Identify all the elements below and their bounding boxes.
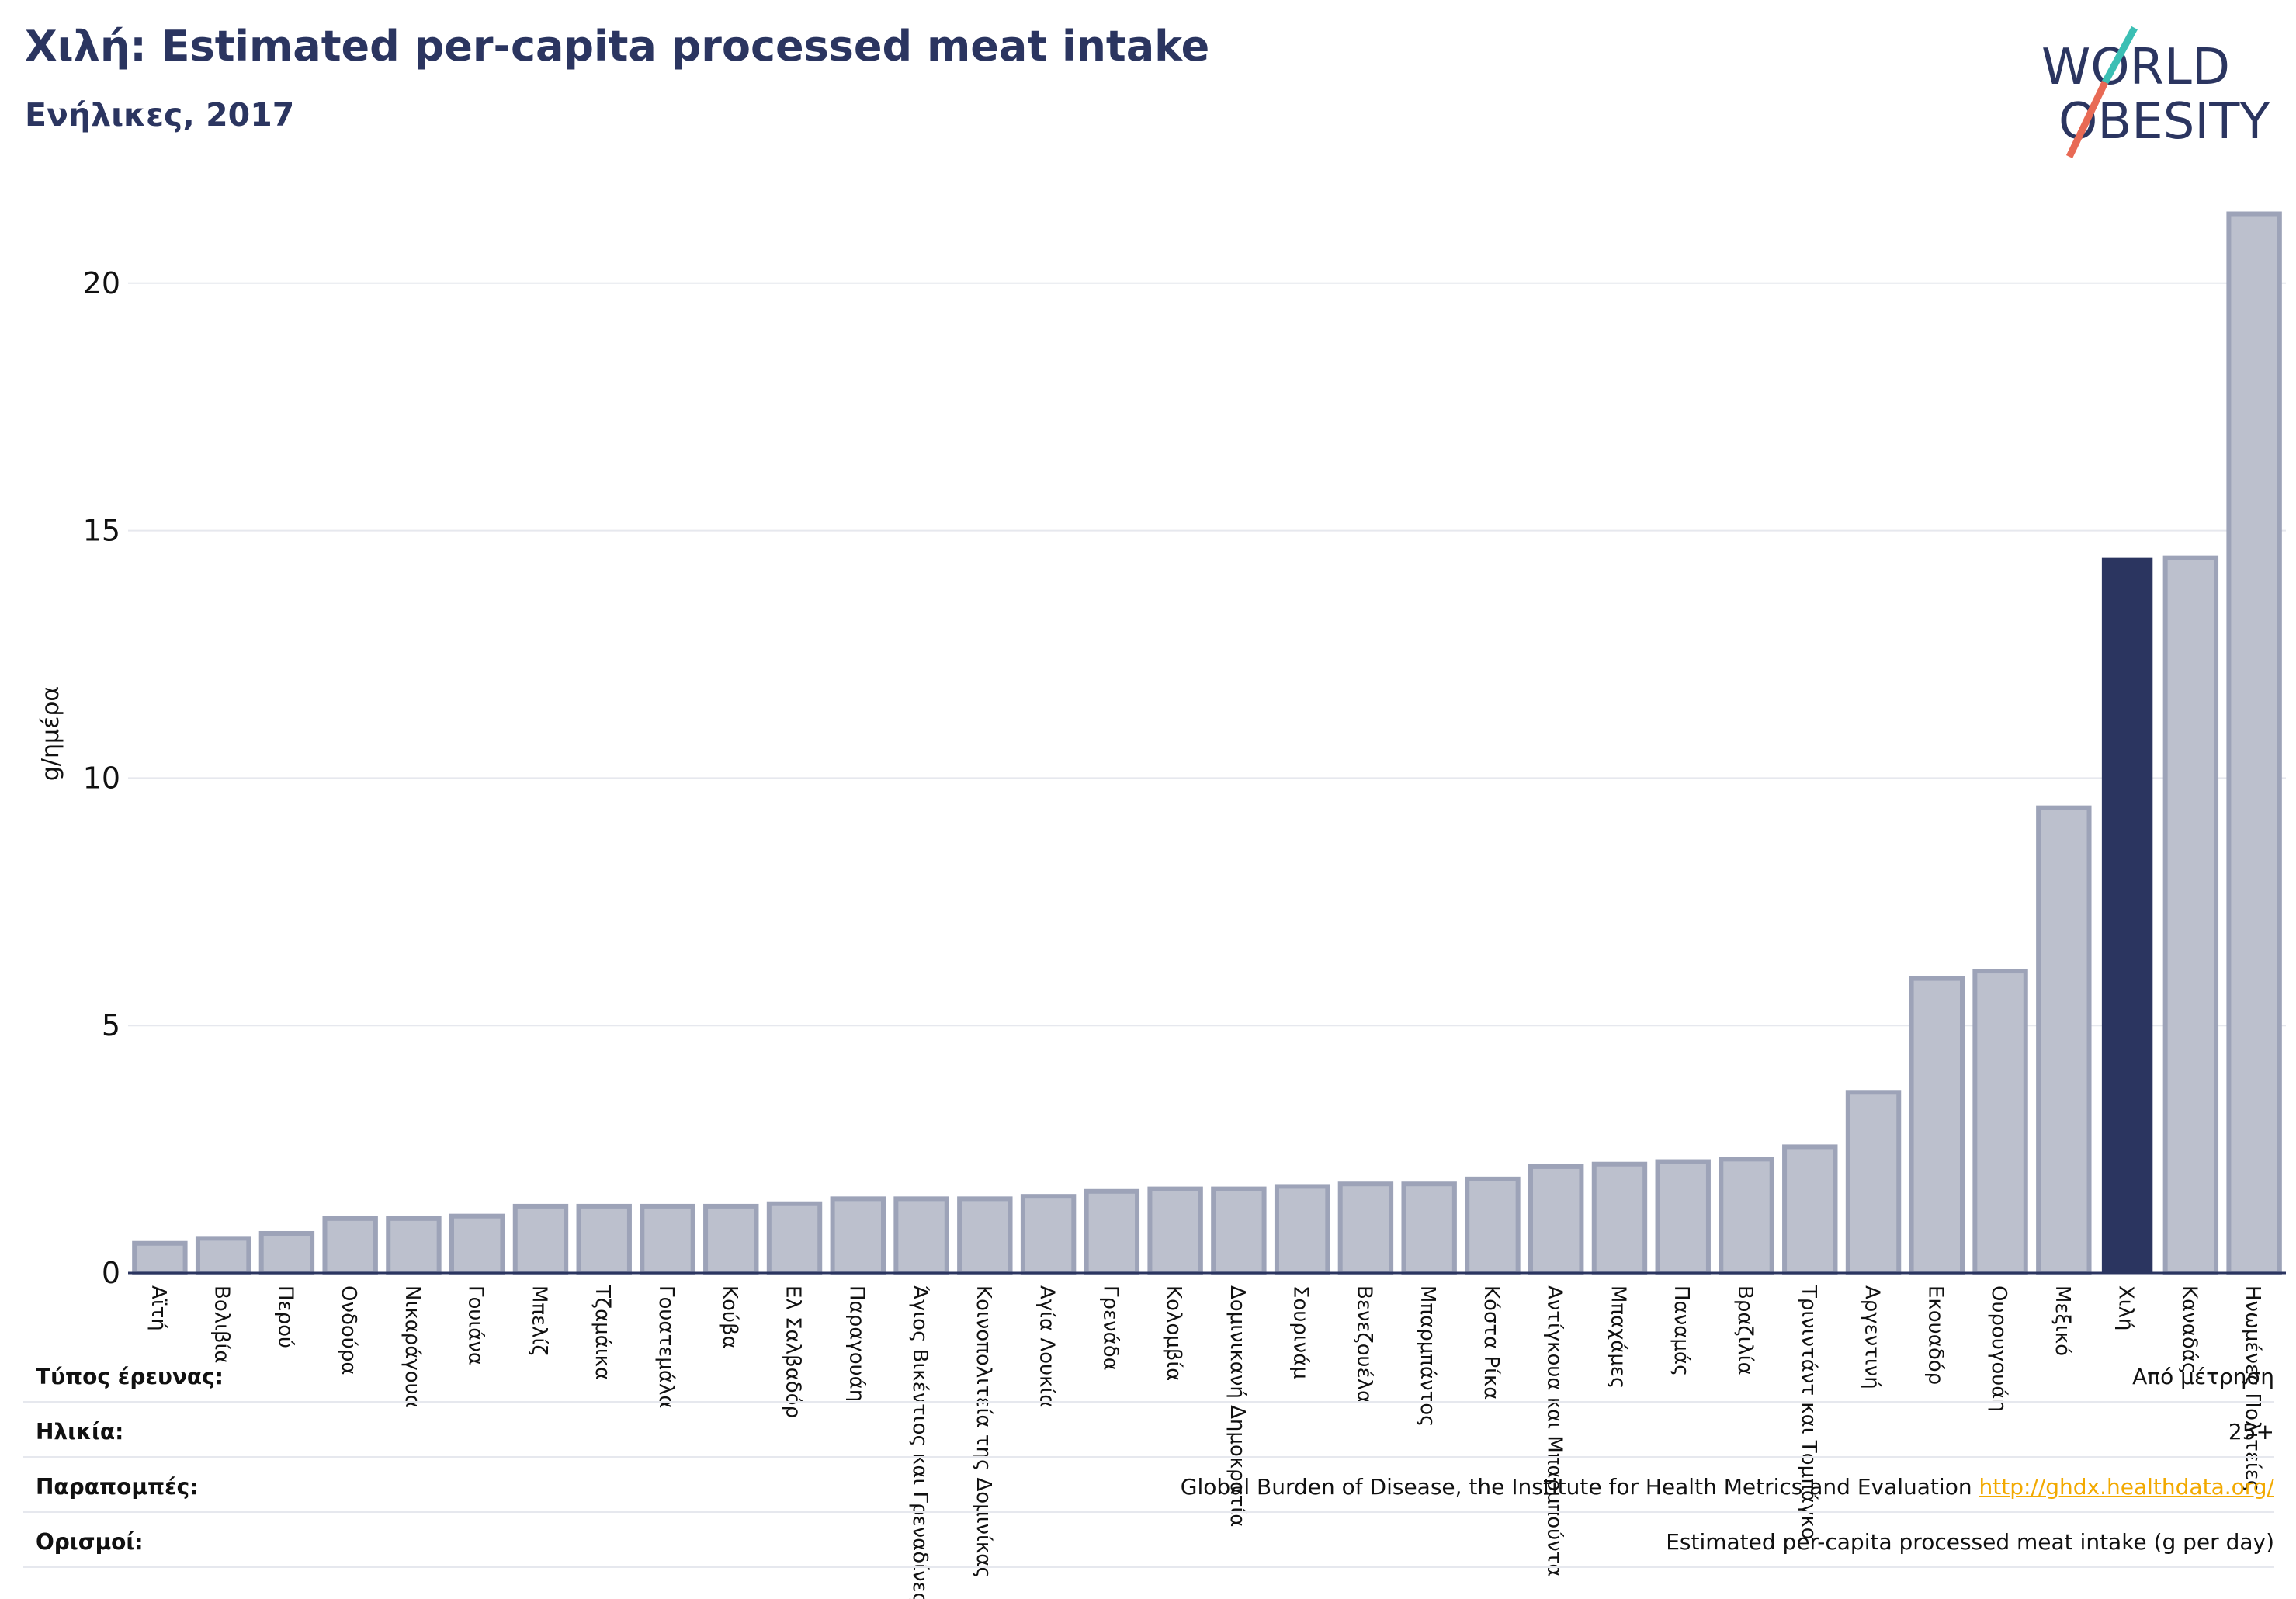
bar	[1084, 1188, 1140, 1275]
x-tick-label: Κούβα	[718, 1285, 741, 1349]
bar	[1147, 1186, 1203, 1275]
x-tick-label: Γουιάνα	[464, 1285, 487, 1365]
bar	[1845, 1090, 1902, 1275]
y-axis-label: g/ημέρα	[37, 686, 64, 781]
x-tick-label: Τζαμάικα	[591, 1285, 614, 1380]
bar	[2162, 555, 2219, 1275]
x-tick-label: Γουατεμάλα	[654, 1285, 678, 1409]
grid-layer	[128, 282, 2286, 1027]
x-label-layer: Αϊτή Βολιβία Περού Ονδούρα Νικαράγουα Γουιάνα…	[147, 1285, 2264, 1599]
bar	[1972, 969, 2028, 1275]
x-tick-label: Αγία Λουκία	[1035, 1285, 1059, 1407]
bar	[386, 1216, 442, 1276]
bar	[957, 1196, 1013, 1275]
metadata-row: Τύπος έρευνας: Από μέτρηση	[23, 1347, 2274, 1403]
bar	[1401, 1181, 1457, 1276]
metadata-key: Παραπομπές:	[36, 1474, 199, 1500]
x-tick-label: Ουρουγουάη	[1987, 1285, 2010, 1412]
bar	[258, 1230, 315, 1276]
bar	[512, 1203, 569, 1275]
y-tick-label: 5	[102, 1008, 120, 1042]
x-tick-label: Κοινοπολιτεία της Δομινίκας	[972, 1285, 995, 1579]
x-tick-label: Νικαράγουα	[401, 1285, 424, 1408]
bar	[1465, 1176, 1521, 1276]
x-tick-label: Αργεντινή	[1861, 1285, 1884, 1389]
bar-highlight	[2101, 557, 2153, 1273]
bar	[1528, 1164, 1584, 1275]
y-tick-layer: 0 5 10 15 20	[83, 266, 120, 1290]
x-tick-label: Καναδάς	[2177, 1285, 2201, 1374]
bar	[1591, 1161, 1648, 1275]
bar	[1211, 1186, 1267, 1275]
bar	[640, 1203, 695, 1275]
x-tick-label: Άγιος Βικέντιος και Γρεναδίνες	[908, 1285, 931, 1599]
x-tick-label: Τρινιντάντ και Τομπάγκο	[1797, 1285, 1820, 1540]
x-tick-label: Παναμάς	[1670, 1285, 1693, 1376]
bar	[1719, 1157, 1774, 1276]
x-tick-label: Κόστα Ρίκα	[1479, 1285, 1503, 1400]
x-tick-label: Μπαχάμες	[1606, 1285, 1629, 1389]
x-tick-label: Βενεζουέλα	[1352, 1285, 1375, 1403]
metadata-row: Ορισμοί: Estimated per-capita processed m…	[23, 1512, 2274, 1568]
bar	[1337, 1181, 1394, 1276]
metadata-value: Global Burden of Disease, the Institute …	[1180, 1474, 2274, 1500]
bar	[766, 1201, 823, 1275]
bar	[703, 1203, 759, 1275]
metadata-value: Από μέτρηση	[2132, 1364, 2274, 1389]
x-tick-label: Γρενάδα	[1098, 1285, 1122, 1371]
bar	[449, 1213, 505, 1276]
logo-slash-coral	[2065, 81, 2109, 158]
metadata-key: Τύπος έρευνας:	[36, 1364, 224, 1389]
bar	[195, 1236, 251, 1275]
metadata-row: Παραπομπές: Global Burden of Disease, the…	[23, 1457, 2274, 1513]
x-tick-label: Περού	[273, 1285, 297, 1348]
bar-layer	[132, 211, 2282, 1276]
y-tick-label: 0	[102, 1256, 120, 1290]
x-tick-label: Δομινικανή Δημοκρατία	[1226, 1285, 1249, 1527]
metadata-value: 25+	[2228, 1419, 2274, 1445]
x-tick-label: Ονδούρα	[337, 1285, 360, 1375]
x-tick-label: Αντίγκουα και Μπαρμπούντα	[1543, 1285, 1566, 1577]
logo-line1: WORLD	[2041, 39, 2230, 96]
x-tick-label: Αϊτή	[147, 1285, 170, 1331]
x-tick-label: Βραζιλία	[1733, 1285, 1757, 1375]
bar	[132, 1240, 188, 1276]
x-tick-label: Βολιβία	[210, 1285, 234, 1363]
x-tick-label: Σουρινάμ	[1289, 1285, 1313, 1379]
y-tick-label: 20	[83, 266, 120, 300]
world-obesity-logo: WORLD OBESITY	[2041, 26, 2270, 158]
x-tick-label: Παραγουάη	[845, 1285, 868, 1402]
bar	[830, 1196, 886, 1275]
bar	[1274, 1184, 1330, 1276]
metadata-key: Ορισμοί:	[36, 1529, 144, 1555]
page-title: Χιλή: Estimated per-capita processed mea…	[25, 22, 1210, 71]
y-tick-label: 15	[83, 514, 120, 548]
x-tick-label: Εκουαδόρ	[1923, 1285, 1947, 1385]
page-subtitle: Ενήλικες, 2017	[25, 96, 295, 134]
bar	[322, 1216, 378, 1276]
bar	[1020, 1194, 1077, 1275]
x-tick-label: Χιλή	[2114, 1285, 2138, 1330]
metadata-key: Ηλικία:	[36, 1419, 124, 1445]
bar	[1909, 976, 1965, 1275]
bar	[1655, 1159, 1711, 1276]
x-tick-label: Μπαρμπάντος	[1416, 1285, 1439, 1427]
metadata-row: Ηλικία: 25+	[23, 1402, 2274, 1458]
logo-slash-teal	[2102, 26, 2138, 85]
source-link[interactable]: http://ghdx.healthdata.org/	[1979, 1474, 2274, 1500]
y-tick-label: 10	[83, 761, 120, 795]
x-tick-label: Κολομβία	[1162, 1285, 1185, 1381]
x-tick-label: Μπελίζ	[527, 1285, 550, 1355]
x-tick-label: Ελ Σαλβαδόρ	[782, 1285, 805, 1418]
metadata-value: Estimated per-capita processed meat inta…	[1666, 1529, 2274, 1555]
bar	[576, 1203, 632, 1275]
bar	[1782, 1144, 1838, 1275]
x-tick-label: Μεξικό	[2051, 1285, 2074, 1356]
bar	[893, 1196, 949, 1275]
bar	[2036, 805, 2092, 1275]
bar	[2226, 211, 2282, 1275]
